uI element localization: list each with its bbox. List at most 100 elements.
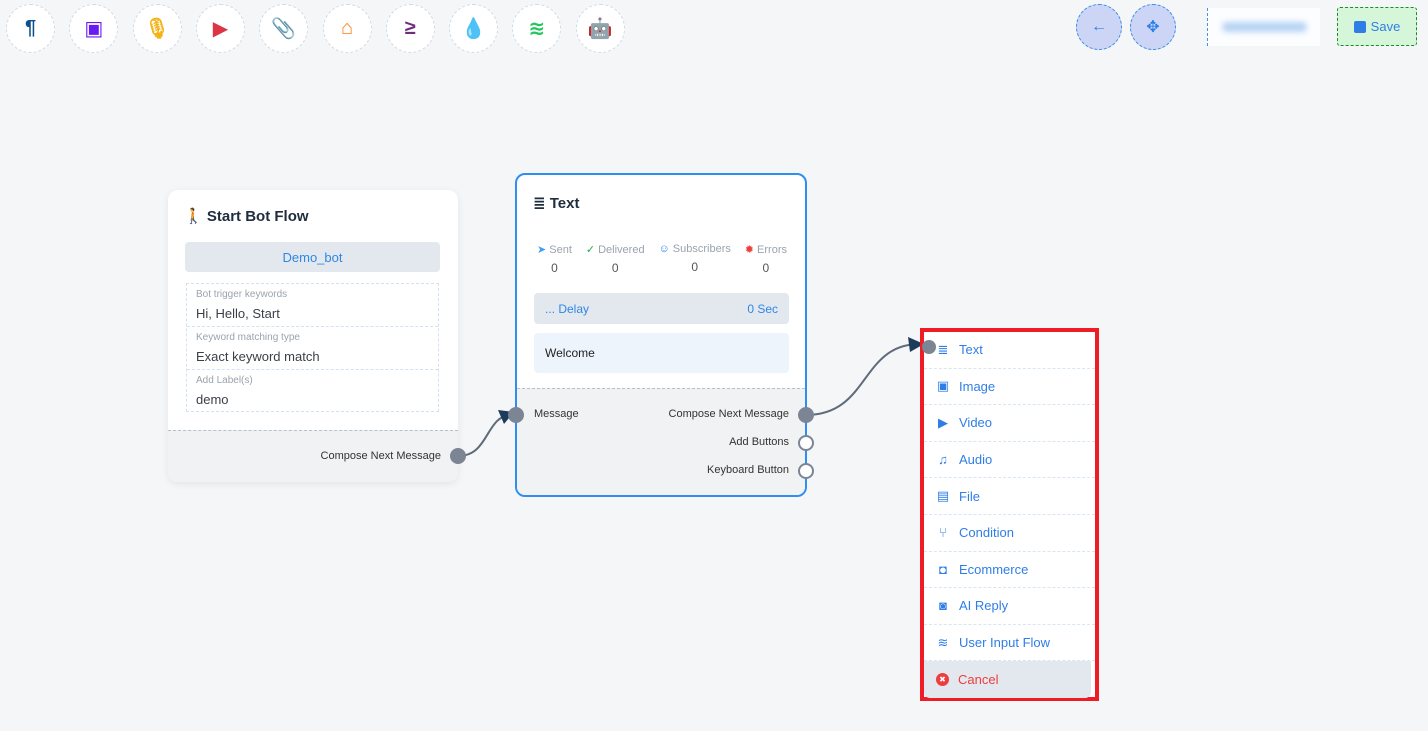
ai-reply-icon: ◙ bbox=[939, 598, 947, 614]
robot-tool-button[interactable]: 🤖 bbox=[575, 4, 625, 53]
output-port[interactable] bbox=[450, 448, 466, 464]
stat-value: 0 bbox=[691, 260, 699, 274]
droplet-tool-button[interactable]: 💧 bbox=[449, 4, 499, 53]
stat-subscribers: ☺ Subscribers 0 bbox=[658, 243, 730, 275]
fit-view-button[interactable]: ✥ bbox=[1130, 4, 1176, 50]
sent-icon: ➤ bbox=[537, 244, 547, 256]
microphone-tool-button[interactable]: 🎙 bbox=[132, 4, 182, 53]
subscribers-icon: ☺ bbox=[658, 243, 670, 255]
text-node[interactable]: ≣ Text ➤ Sent 0 ✓ Delivered 0 ☺ Subscribers 0… bbox=[508, 173, 814, 497]
input-label: Message bbox=[534, 408, 579, 420]
audio-icon: ♫ bbox=[938, 452, 948, 468]
add-node-menu: ≣ Text ▣ Image ▶ Video ♫ Audio ▤ File ⑂ Condition ◘ E… bbox=[920, 328, 1099, 701]
output-port-compose[interactable] bbox=[798, 407, 814, 423]
stack-tool-button[interactable]: ≋ bbox=[512, 4, 562, 53]
times-circle-icon: ✖ bbox=[936, 673, 949, 687]
stat-label: Delivered bbox=[598, 244, 645, 256]
compress-icon: ✥ bbox=[1146, 19, 1160, 36]
save-button[interactable]: Save bbox=[1337, 7, 1417, 46]
stat-value: 0 bbox=[551, 261, 558, 275]
menu-item-label: Cancel bbox=[958, 672, 999, 688]
output-port-keyboard[interactable] bbox=[798, 463, 814, 479]
connection-text-to-menu bbox=[805, 343, 921, 416]
stat-value: 0 bbox=[611, 261, 619, 275]
stat-sent: ➤ Sent 0 bbox=[537, 243, 572, 275]
menu-item-condition[interactable]: ⑂ Condition bbox=[924, 515, 1095, 552]
stat-errors: ✹ Errors 0 bbox=[745, 243, 787, 275]
field-trigger-keywords: Bot trigger keywords Hi, Hello, Start bbox=[187, 284, 438, 327]
stat-label: Subscribers bbox=[672, 243, 731, 255]
field-labels: Add Label(s) demo bbox=[196, 375, 253, 407]
menu-item-label: File bbox=[959, 488, 980, 504]
stat-label: Sent bbox=[549, 244, 572, 256]
image-icon: ▣ bbox=[936, 378, 950, 394]
start-bot-flow-node[interactable]: 🚶 Start Bot Flow Demo_bot Bot trigger ke… bbox=[168, 190, 466, 482]
node-footer: Compose Next Message bbox=[168, 430, 458, 482]
delivered-icon: ✓ bbox=[585, 244, 596, 256]
stat-value: 0 bbox=[762, 261, 770, 275]
arrow-left-icon: ← bbox=[1091, 18, 1107, 35]
arrowhead bbox=[908, 337, 924, 352]
delay-bar[interactable]: ... Delay 0 Sec bbox=[534, 293, 789, 324]
save-label: Save bbox=[1370, 19, 1401, 34]
menu-item-label: User Input Flow bbox=[959, 635, 1051, 651]
image-icon: ▣ bbox=[84, 18, 104, 40]
menu-item-video[interactable]: ▶ Video bbox=[924, 405, 1095, 442]
bot-name-field[interactable] bbox=[1207, 8, 1320, 46]
video-icon: ▶ bbox=[938, 414, 948, 430]
paragraph-tool-button[interactable]: ¶ bbox=[6, 4, 55, 53]
node-footer: Message Compose Next Message Add Buttons… bbox=[517, 388, 805, 495]
ecommerce-icon: ◘ bbox=[939, 561, 947, 577]
menu-item-cancel[interactable]: ✖ Cancel bbox=[924, 661, 1091, 698]
menu-item-label: Condition bbox=[959, 525, 1014, 541]
youtube-tool-button[interactable]: ▶ bbox=[195, 4, 245, 53]
text-icon: ≣ bbox=[937, 341, 949, 357]
menu-item-label: Text bbox=[959, 342, 983, 358]
person-walking-icon: 🚶 bbox=[184, 208, 203, 225]
paperclip-icon: 📎 bbox=[271, 18, 297, 40]
field-matching-type: Keyword matching type Exact keyword match bbox=[187, 327, 438, 370]
delay-label: ... Delay bbox=[545, 301, 590, 316]
menu-item-text[interactable]: ≣ Text bbox=[924, 332, 1095, 369]
menu-item-ai-reply[interactable]: ◙ AI Reply bbox=[924, 588, 1095, 625]
stats: ➤ Sent 0 ✓ Delivered 0 ☺ Subscribers 0 ✹ Error… bbox=[537, 243, 787, 275]
bot-name-badge: Demo_bot bbox=[185, 242, 440, 272]
errors-icon: ✹ bbox=[744, 244, 754, 256]
image-tool-button[interactable]: ▣ bbox=[69, 4, 119, 53]
message-preview[interactable]: Welcome bbox=[534, 333, 789, 373]
menu-item-audio[interactable]: ♫ Audio bbox=[924, 442, 1095, 479]
node-title: 🚶 Start Bot Flow bbox=[184, 208, 309, 225]
menu-item-user-input-flow[interactable]: ≋ User Input Flow bbox=[924, 625, 1095, 662]
microphone-icon: 🎙 bbox=[144, 18, 170, 40]
youtube-icon: ▶ bbox=[212, 18, 229, 40]
trigger-fields: Bot trigger keywords Hi, Hello, Start Key… bbox=[186, 283, 439, 412]
store-icon: ⌂ bbox=[340, 17, 354, 39]
output-label: Compose Next Message bbox=[320, 450, 441, 462]
greater-equal-icon: ≥ bbox=[404, 17, 416, 39]
output-label: Compose Next Message bbox=[668, 408, 789, 420]
droplet-icon: 💧 bbox=[461, 18, 487, 40]
menu-item-file[interactable]: ▤ File bbox=[924, 478, 1095, 515]
menu-item-label: AI Reply bbox=[959, 598, 1009, 614]
stat-delivered: ✓ Delivered 0 bbox=[586, 243, 645, 275]
greater-equal-tool-button[interactable]: ≥ bbox=[385, 4, 435, 53]
back-button[interactable]: ← bbox=[1076, 4, 1122, 50]
menu-item-image[interactable]: ▣ Image bbox=[924, 369, 1095, 406]
stat-label: Errors bbox=[757, 244, 787, 256]
output-port-buttons[interactable] bbox=[798, 435, 814, 451]
output-label: Keyboard Button bbox=[707, 464, 789, 476]
stack-icon: ≋ bbox=[528, 18, 546, 40]
paragraph-icon: ¶ bbox=[24, 17, 37, 39]
menu-item-label: Ecommerce bbox=[959, 561, 1029, 577]
node-title: ≣ Text bbox=[533, 195, 580, 212]
paperclip-tool-button[interactable]: 📎 bbox=[259, 4, 309, 53]
file-icon: ▤ bbox=[936, 488, 950, 504]
menu-item-label: Video bbox=[959, 415, 993, 431]
menu-item-ecommerce[interactable]: ◘ Ecommerce bbox=[924, 552, 1095, 589]
store-tool-button[interactable]: ⌂ bbox=[322, 4, 372, 53]
input-port[interactable] bbox=[508, 407, 524, 423]
condition-icon: ⑂ bbox=[939, 525, 947, 541]
floppy-disk-icon bbox=[1353, 20, 1366, 33]
menu-item-label: Image bbox=[959, 378, 996, 394]
